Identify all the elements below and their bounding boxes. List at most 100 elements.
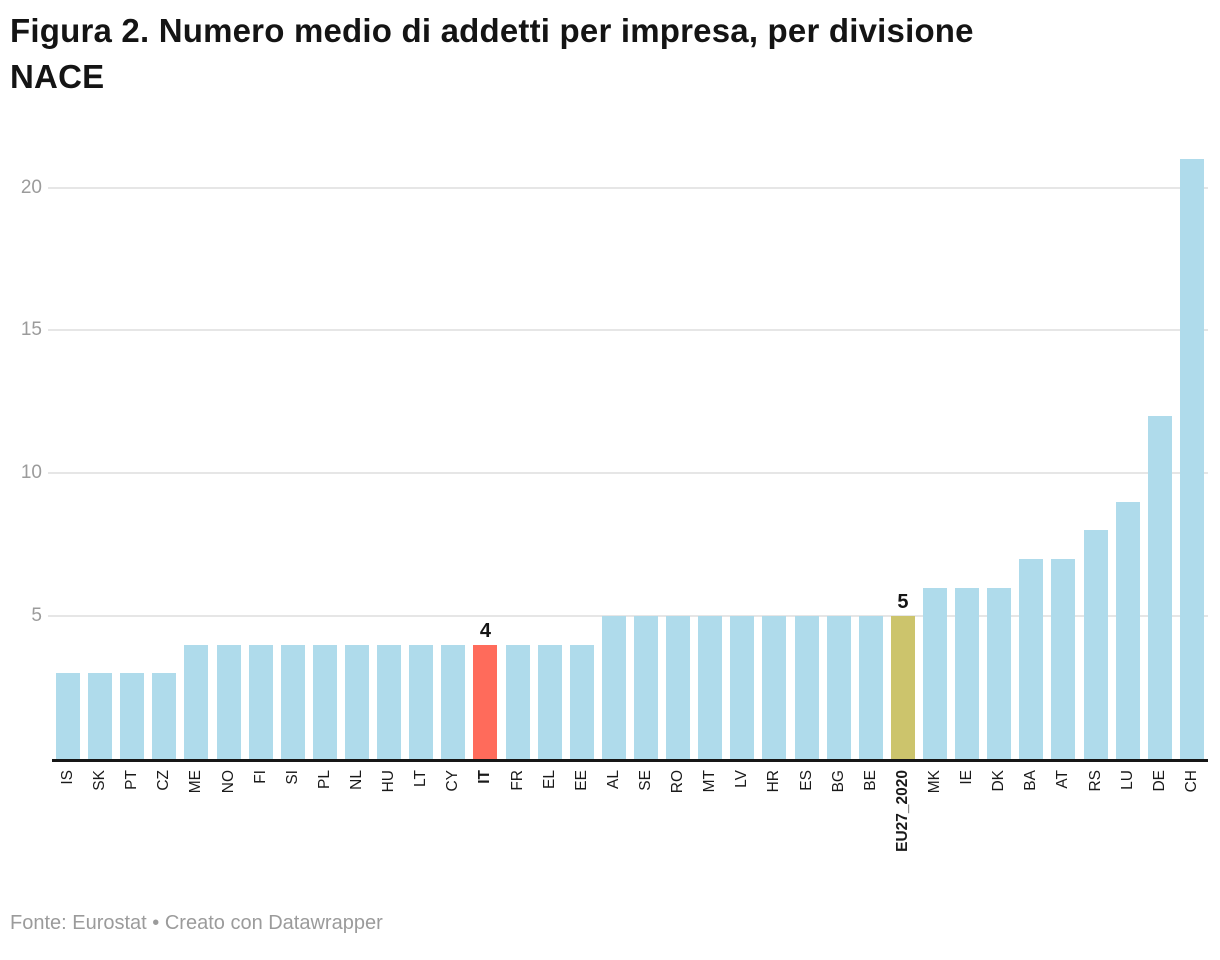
x-axis-label-AL: AL xyxy=(604,770,622,789)
bar-SI xyxy=(280,644,305,759)
x-axis-label-IE: IE xyxy=(958,770,976,785)
x-axis-label-cell-SK: SK xyxy=(84,762,116,886)
bar-slot-DE xyxy=(1144,162,1176,759)
bar-LU xyxy=(1115,501,1140,759)
bar-slot-SI xyxy=(277,162,309,759)
bar-slot-NL xyxy=(341,162,373,759)
bar-slot-IT: 4 xyxy=(469,162,501,759)
x-axis-label-SE: SE xyxy=(637,770,655,791)
bar-slot-ES xyxy=(791,162,823,759)
x-axis-label-cell-EU27_2020: EU27_2020 xyxy=(887,762,919,886)
x-axis-label-cell-EL: EL xyxy=(534,762,566,886)
y-axis-tick-label: 15 xyxy=(20,319,42,341)
bar-slot-DK xyxy=(983,162,1015,759)
x-axis-label-cell-FI: FI xyxy=(245,762,277,886)
bar-FR xyxy=(505,644,530,759)
x-axis-label-CH: CH xyxy=(1182,770,1200,793)
x-axis-labels: IS SK PT CZ ME NO FI SI PL NL HU LT CY IT FR EL EE AL SE RO… xyxy=(52,762,1208,886)
x-axis-label-cell-BE: BE xyxy=(855,762,887,886)
bar-HU xyxy=(377,644,402,759)
bar-slot-MT xyxy=(694,162,726,759)
bar-CH xyxy=(1179,159,1204,759)
x-axis-label-cell-PT: PT xyxy=(116,762,148,886)
x-axis-label-cell-BG: BG xyxy=(823,762,855,886)
bar-slot-RO xyxy=(662,162,694,759)
footer-credit: Fonte: Eurostat • Creato con Datawrapper xyxy=(10,912,383,934)
x-axis-label-cell-IT: IT xyxy=(469,762,501,886)
gridline-20 xyxy=(48,186,1208,189)
gridline-15 xyxy=(48,329,1208,332)
figure-title-line-1: Figura 2. Numero medio di addetti per im… xyxy=(10,12,974,49)
x-axis-label-LU: LU xyxy=(1118,770,1136,790)
bar-MT xyxy=(698,616,723,759)
bar-slot-NO xyxy=(213,162,245,759)
value-label-IT: 4 xyxy=(473,618,498,643)
x-axis-label-IS: IS xyxy=(59,770,77,785)
x-axis-label-EE: EE xyxy=(572,770,590,791)
x-axis-label-cell-AL: AL xyxy=(598,762,630,886)
x-axis-label-cell-EE: EE xyxy=(566,762,598,886)
bar-LT xyxy=(409,644,434,759)
bar-slot-LT xyxy=(405,162,437,759)
x-axis-label-RS: RS xyxy=(1086,770,1104,792)
bar-slot-FI xyxy=(245,162,277,759)
x-axis-label-FR: FR xyxy=(508,770,526,791)
bar-slot-IE xyxy=(951,162,983,759)
x-axis-label-cell-RO: RO xyxy=(662,762,694,886)
bar-slot-LV xyxy=(726,162,758,759)
x-axis-label-DK: DK xyxy=(990,770,1008,792)
x-axis-label-ES: ES xyxy=(797,770,815,791)
x-axis-label-cell-CZ: CZ xyxy=(148,762,180,886)
bar-slot-EL xyxy=(534,162,566,759)
x-axis-label-cell-CH: CH xyxy=(1176,762,1208,886)
x-axis-label-cell-BA: BA xyxy=(1015,762,1047,886)
bar-slot-EE xyxy=(566,162,598,759)
x-axis-label-DE: DE xyxy=(1150,770,1168,792)
gridline-10 xyxy=(48,472,1208,475)
bar-slot-RS xyxy=(1080,162,1112,759)
bar-slot-FR xyxy=(502,162,534,759)
y-axis-tick-label: 10 xyxy=(20,462,42,484)
x-axis-label-cell-ES: ES xyxy=(791,762,823,886)
x-axis-label-PL: PL xyxy=(315,770,333,789)
bar-CY xyxy=(441,644,466,759)
bar-slot-EU27_2020: 5 xyxy=(887,162,919,759)
x-axis-label-cell-FR: FR xyxy=(502,762,534,886)
x-axis-label-cell-MT: MT xyxy=(694,762,726,886)
x-axis-label-cell-NO: NO xyxy=(213,762,245,886)
bar-slot-PT xyxy=(116,162,148,759)
bar-slot-LU xyxy=(1112,162,1144,759)
bar-slot-ME xyxy=(180,162,212,759)
bar-AL xyxy=(601,616,626,759)
x-axis-label-BA: BA xyxy=(1022,770,1040,791)
x-axis-label-ME: ME xyxy=(187,770,205,794)
x-axis-label-cell-HU: HU xyxy=(373,762,405,886)
x-axis-label-SK: SK xyxy=(91,770,109,791)
bar-slot-BE xyxy=(855,162,887,759)
x-axis-label-cell-PL: PL xyxy=(309,762,341,886)
bar-slot-AT xyxy=(1047,162,1079,759)
bar-slot-CZ xyxy=(148,162,180,759)
x-axis-label-cell-AT: AT xyxy=(1047,762,1079,886)
y-axis-tick-label: 20 xyxy=(20,176,42,198)
bar-ME xyxy=(184,644,209,759)
x-axis-label-IT: IT xyxy=(476,770,494,784)
x-axis-label-HU: HU xyxy=(380,770,398,793)
x-axis-label-cell-DE: DE xyxy=(1144,762,1176,886)
x-axis-label-NL: NL xyxy=(348,770,366,790)
bar-slot-PL xyxy=(309,162,341,759)
bar-BE xyxy=(858,616,883,759)
bar-DK xyxy=(987,587,1012,759)
x-axis-label-NO: NO xyxy=(219,770,237,794)
bar-chart: 5 10 15 20 4 5 IS SK PT CZ ME NO FI SI PL NL HU LT CY IT FR… xyxy=(21,159,1208,886)
bar-BG xyxy=(826,616,851,759)
bar-slot-MK xyxy=(919,162,951,759)
x-axis-label-cell-IE: IE xyxy=(951,762,983,886)
bar-slot-BA xyxy=(1015,162,1047,759)
x-axis-label-BG: BG xyxy=(829,770,847,793)
x-axis-label-CY: CY xyxy=(444,770,462,792)
x-axis-label-SI: SI xyxy=(283,770,301,785)
figure-title-line-2: NACE xyxy=(10,58,105,95)
bar-NO xyxy=(216,644,241,759)
